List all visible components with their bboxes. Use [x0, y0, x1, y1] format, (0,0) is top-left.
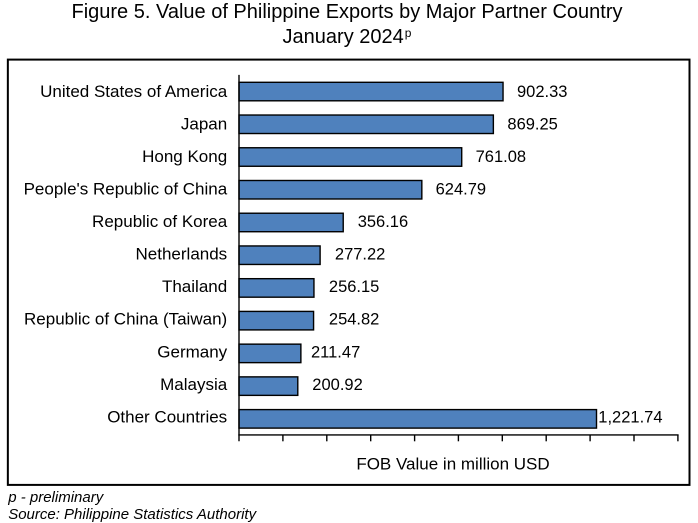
svg-text:902.33: 902.33: [517, 83, 567, 101]
svg-text:256.15: 256.15: [329, 278, 379, 296]
svg-text:211.47: 211.47: [311, 343, 360, 361]
svg-text:200.92: 200.92: [312, 376, 362, 394]
svg-text:Republic of China (Taiwan): Republic of China (Taiwan): [24, 310, 227, 329]
svg-text:People's Republic of China: People's Republic of China: [24, 180, 228, 199]
svg-text:Other Countries: Other Countries: [107, 407, 227, 426]
svg-text:Japan: Japan: [181, 114, 227, 133]
svg-text:356.16: 356.16: [358, 213, 408, 231]
svg-text:869.25: 869.25: [507, 115, 557, 133]
svg-text:Malaysia: Malaysia: [160, 375, 228, 394]
svg-text:Thailand: Thailand: [162, 277, 227, 296]
svg-text:Hong Kong: Hong Kong: [142, 147, 227, 166]
svg-text:Germany: Germany: [157, 342, 227, 361]
svg-text:United States of America: United States of America: [40, 82, 228, 101]
svg-text:Netherlands: Netherlands: [136, 245, 228, 264]
svg-text:1,221.74: 1,221.74: [598, 408, 662, 426]
svg-text:761.08: 761.08: [476, 148, 526, 166]
svg-text:277.22: 277.22: [335, 246, 385, 264]
svg-text:FOB Value in million USD: FOB Value in million USD: [356, 455, 549, 474]
svg-text:Republic of Korea: Republic of Korea: [92, 212, 228, 231]
svg-text:254.82: 254.82: [329, 311, 379, 329]
svg-text:624.79: 624.79: [436, 181, 486, 199]
